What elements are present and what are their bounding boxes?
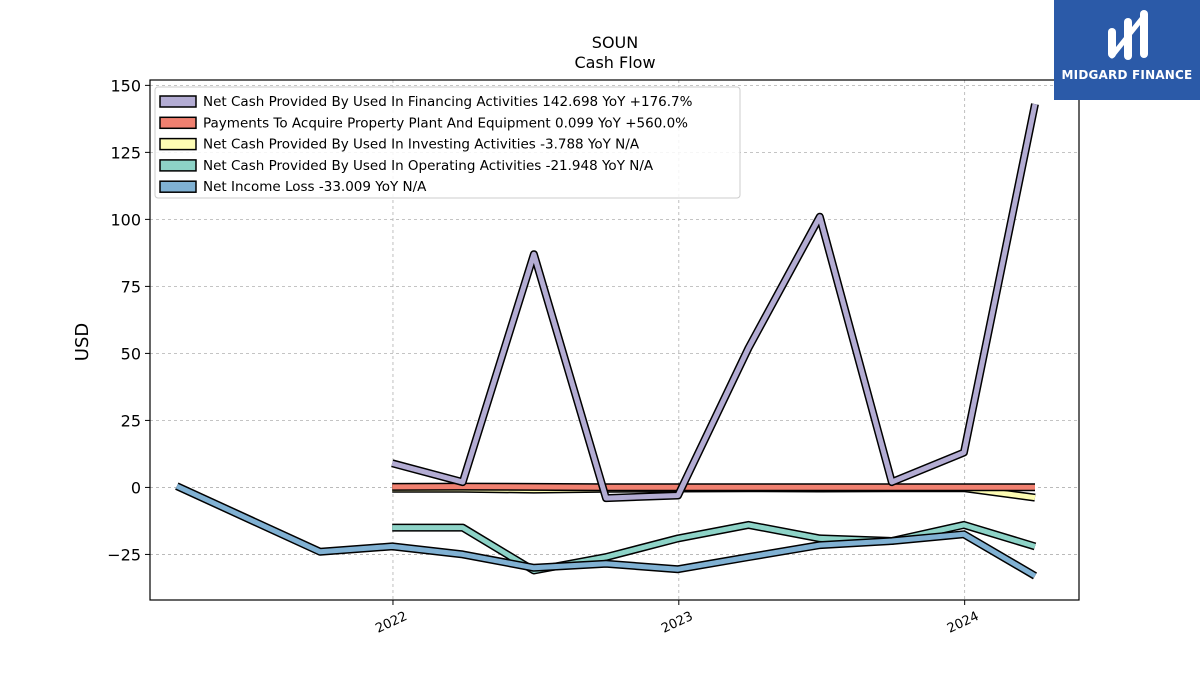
x-tick-label: 2022: [373, 609, 409, 637]
series-line: [391, 103, 1039, 503]
midgard-logo-icon: [1108, 10, 1148, 60]
series-line: [392, 520, 1037, 575]
legend-entry: Net Income Loss -33.009 YoY N/A: [203, 179, 427, 195]
y-tick-label: 50: [121, 344, 141, 363]
series-line-fill: [392, 484, 1035, 490]
chart-subtitle: Cash Flow: [574, 53, 655, 72]
legend-entry: Net Cash Provided By Used In Operating A…: [203, 158, 654, 174]
brand-logo: MIDGARD FINANCE: [1054, 0, 1200, 100]
y-tick-label: −25: [107, 545, 141, 564]
series-line-fill: [391, 103, 1038, 501]
y-tick-label: 100: [110, 210, 141, 229]
series-layer: [175, 103, 1039, 580]
legend-swatch: [159, 137, 197, 151]
series-line-fill: [392, 522, 1036, 573]
series-line: [175, 482, 1038, 580]
y-tick-label: 25: [121, 411, 141, 430]
legend-box: [154, 86, 741, 199]
legend-entry: Net Cash Provided By Used In Financing A…: [203, 94, 693, 110]
y-tick-label: 125: [110, 143, 141, 162]
plot-frame: [149, 79, 1080, 601]
brand-name: MIDGARD FINANCE: [1061, 68, 1193, 82]
x-tick-label: 2024: [945, 609, 981, 637]
y-tick-label: 0: [131, 478, 141, 497]
y-tick-label: 150: [110, 76, 141, 95]
legend-swatch: [159, 180, 197, 193]
legend-swatch: [159, 159, 197, 172]
series-line-fill: [175, 483, 1037, 579]
legend: Net Cash Provided By Used In Financing A…: [154, 86, 741, 199]
series-line: [392, 482, 1035, 492]
y-axis-label: USD: [72, 323, 93, 361]
legend-entry: Payments To Acquire Property Plant And E…: [203, 115, 688, 131]
legend-entry: Net Cash Provided By Used In Investing A…: [203, 137, 640, 153]
legend-swatch: [159, 95, 197, 108]
legend-swatch: [159, 116, 197, 130]
y-tick-label: 75: [121, 277, 141, 296]
x-tick-label: 2023: [659, 609, 695, 637]
chart-title: SOUN: [592, 33, 638, 52]
